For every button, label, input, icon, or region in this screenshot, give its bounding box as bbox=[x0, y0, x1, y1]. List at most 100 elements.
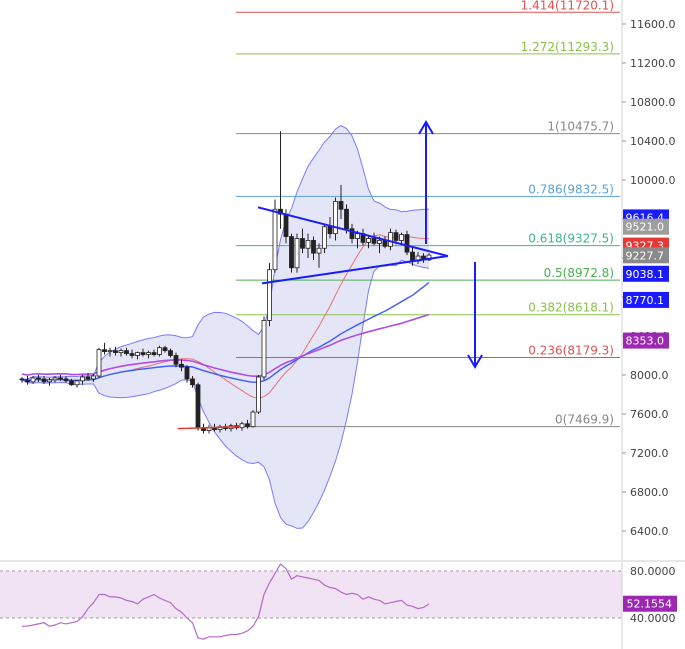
candle-body bbox=[377, 240, 382, 244]
candle-body bbox=[195, 384, 201, 429]
fib-level-label: 1.272(11293.3) bbox=[521, 40, 614, 54]
candle-body bbox=[19, 378, 25, 381]
rsi-axis-ticks[interactable]: 80.0000 40.0000 bbox=[630, 565, 676, 625]
fib-level-label: 0.618(9327.5) bbox=[528, 232, 614, 246]
price-tick-label: 8000.0 bbox=[630, 369, 669, 382]
candle-body bbox=[41, 378, 47, 383]
price-tag-label: 9521.0 bbox=[626, 221, 665, 234]
candle-body bbox=[344, 208, 349, 230]
candle-body bbox=[294, 238, 300, 269]
candle-body bbox=[146, 352, 151, 355]
candle-body bbox=[283, 213, 289, 237]
triangle-lower-line bbox=[261, 255, 449, 285]
candle-body bbox=[410, 251, 415, 262]
candle-body bbox=[36, 377, 41, 380]
candle-body bbox=[129, 353, 135, 356]
candle-body bbox=[305, 240, 311, 249]
candle-body bbox=[289, 236, 294, 269]
price-tag-box bbox=[623, 265, 669, 282]
rsi-current-tag: 52.1554 bbox=[623, 595, 677, 612]
rsi-line bbox=[22, 563, 430, 640]
candle-body bbox=[371, 238, 377, 244]
candle-body bbox=[179, 363, 184, 368]
price-tag-box bbox=[623, 247, 669, 264]
triangle-upper-line bbox=[257, 206, 449, 258]
moving-average-purple bbox=[21, 313, 430, 378]
candle-body bbox=[151, 352, 157, 355]
candle-body bbox=[107, 350, 113, 353]
rsi-current-box bbox=[623, 595, 677, 612]
bollinger-upper bbox=[21, 125, 430, 381]
candle-body bbox=[113, 350, 118, 353]
price-tag-label: 9227.7 bbox=[626, 249, 665, 262]
candle-body bbox=[69, 380, 74, 386]
candle-body bbox=[404, 234, 410, 253]
candle-body bbox=[426, 254, 432, 261]
candle-body bbox=[399, 234, 404, 241]
fibonacci-levels: 1.414(11720.1) 1.272(11293.3) 1(10475.7) 0.… bbox=[236, 0, 620, 428]
rsi-tick-label: 80.0000 bbox=[630, 565, 676, 578]
candle-body bbox=[162, 347, 168, 352]
candle-body bbox=[63, 378, 69, 382]
candle-body bbox=[382, 240, 388, 247]
candle-body bbox=[85, 376, 91, 380]
candle-body bbox=[47, 379, 52, 383]
candle-body bbox=[245, 423, 250, 428]
fib-level-label: 0.786(9832.5) bbox=[528, 182, 614, 196]
trend-drawings bbox=[177, 120, 483, 430]
candle-body bbox=[124, 350, 129, 354]
rsi-tick-label: 40.0000 bbox=[630, 612, 676, 625]
moving-average-blue bbox=[21, 281, 430, 383]
candle-body bbox=[74, 380, 80, 386]
price-tag-label: 8353.0 bbox=[626, 335, 665, 348]
candle-body bbox=[267, 269, 272, 321]
bollinger-band-fill bbox=[22, 125, 429, 529]
fib-level-label: 0.236(8179.3) bbox=[528, 344, 614, 358]
fib-level-label: 1.414(11720.1) bbox=[521, 0, 614, 12]
price-tag-label: 9038.1 bbox=[626, 268, 665, 281]
candle-body bbox=[157, 347, 162, 355]
bollinger-band bbox=[21, 125, 430, 529]
price-tick-label: 7600.0 bbox=[630, 408, 669, 421]
bollinger-lower bbox=[21, 259, 430, 529]
candle-body bbox=[388, 232, 393, 247]
candle-body bbox=[58, 377, 63, 380]
candle-body bbox=[300, 238, 305, 249]
price-tag-box bbox=[623, 218, 669, 235]
candle-body bbox=[184, 366, 190, 380]
price-tick-label: 10800.0 bbox=[630, 96, 676, 109]
fib-level-label: 0.382(8618.1) bbox=[528, 301, 614, 315]
price-tick-label: 6400.0 bbox=[630, 525, 669, 538]
price-tag-label: 8770.1 bbox=[626, 294, 665, 307]
candle-body bbox=[261, 319, 267, 378]
candle-body bbox=[173, 355, 179, 365]
candle-body bbox=[30, 377, 36, 383]
candle-body bbox=[168, 350, 173, 356]
candle-body bbox=[250, 411, 256, 428]
price-tick-label: 11600.0 bbox=[630, 18, 676, 31]
candle-body bbox=[239, 423, 245, 429]
candle-body bbox=[102, 349, 107, 352]
candle-body bbox=[338, 201, 344, 210]
price-tick-label: 6800.0 bbox=[630, 486, 669, 499]
candle-body bbox=[140, 352, 146, 355]
price-tick-label: 10000.0 bbox=[630, 174, 676, 187]
moving-averages bbox=[21, 234, 430, 399]
candle-body bbox=[135, 352, 140, 356]
candle-body bbox=[80, 376, 85, 382]
fib-level-label: 0.5(8972.8) bbox=[544, 266, 614, 280]
price-tag-box bbox=[623, 291, 669, 308]
candlesticks bbox=[19, 131, 432, 434]
down-arrow-head bbox=[467, 354, 483, 369]
candle-body bbox=[316, 247, 322, 254]
candle-body bbox=[327, 226, 333, 235]
price-tick-label: 10400.0 bbox=[630, 135, 676, 148]
candle-body bbox=[366, 238, 371, 243]
candle-body bbox=[256, 376, 261, 413]
rsi-panel bbox=[0, 563, 622, 640]
candle-body bbox=[272, 208, 278, 271]
candle-body bbox=[349, 228, 355, 239]
support-line bbox=[177, 425, 241, 430]
candle-body bbox=[190, 378, 195, 386]
